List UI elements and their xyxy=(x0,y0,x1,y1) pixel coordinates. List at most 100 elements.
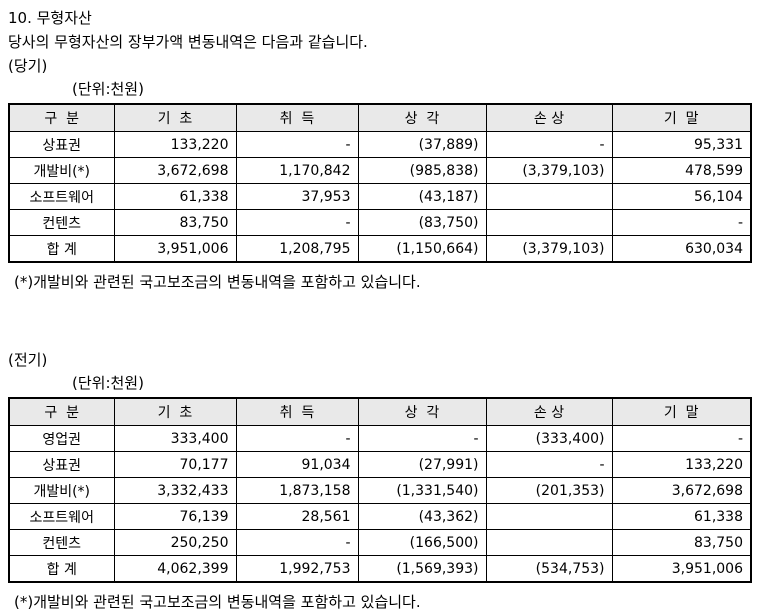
cell-impairment: (534,753) xyxy=(485,555,613,583)
cell-acquisition: 37,953 xyxy=(235,183,359,210)
cell-ending-balance: 83,750 xyxy=(611,529,752,556)
cell-impairment xyxy=(485,529,613,556)
cell-amortization: (166,500) xyxy=(357,529,487,556)
cell-ending-balance: 61,338 xyxy=(611,503,752,530)
column-header: 구 분 xyxy=(8,103,115,132)
cell-ending-balance: 3,951,006 xyxy=(611,555,752,583)
cell-item-name: 컨텐츠 xyxy=(8,529,115,556)
cell-item-name: 컨텐츠 xyxy=(8,209,115,236)
table-row: 컨텐츠 83,750- (83,750) - xyxy=(8,209,752,236)
cell-impairment xyxy=(485,503,613,530)
cell-beginning-balance: 250,250 xyxy=(113,529,237,556)
cell-amortization: (1,331,540) xyxy=(357,477,487,504)
cell-impairment: (3,379,103) xyxy=(485,157,613,184)
column-header: 취 득 xyxy=(235,397,359,426)
intro-text: 당사의 무형자산의 장부가액 변동내역은 다음과 같습니다. xyxy=(8,33,368,51)
table-row: 소프트웨어 61,338 37,953 (43,187) 56,104 xyxy=(8,183,752,210)
footnote-current: (*)개발비와 관련된 국고보조금의 변동내역을 포함하고 있습니다. xyxy=(14,273,421,291)
cell-acquisition: - xyxy=(235,529,359,556)
table-row: 합 계 3,951,006 1,208,795 (1,150,664) (3,379,1… xyxy=(8,235,752,263)
cell-item-name: 소프트웨어 xyxy=(8,183,115,210)
table-row: 개발비(*) 3,672,698 1,170,842 (985,838) (3,379,… xyxy=(8,157,752,184)
cell-beginning-balance: 83,750 xyxy=(113,209,237,236)
cell-amortization: (37,889) xyxy=(357,131,487,158)
cell-beginning-balance: 333,400 xyxy=(113,425,237,452)
unit-label-current: (단위:천원) xyxy=(72,80,144,98)
cell-item-name: 개발비(*) xyxy=(8,157,115,184)
table-row: 개발비(*) 3,332,433 1,873,158 (1,331,540) (201,… xyxy=(8,477,752,504)
table-row: 컨텐츠 250,250- (166,500) 83,750 xyxy=(8,529,752,556)
cell-ending-balance: 95,331 xyxy=(611,131,752,158)
current-period-table-body: 상표권 133,220- (37,889) -95,331 개발비(*) 3,672,69… xyxy=(8,131,752,263)
cell-item-name: 합 계 xyxy=(8,555,115,583)
cell-item-name: 합 계 xyxy=(8,235,115,263)
cell-beginning-balance: 133,220 xyxy=(113,131,237,158)
cell-acquisition: - xyxy=(235,209,359,236)
cell-amortization: - xyxy=(357,425,487,452)
cell-beginning-balance: 3,672,698 xyxy=(113,157,237,184)
cell-beginning-balance: 3,332,433 xyxy=(113,477,237,504)
cell-ending-balance: - xyxy=(611,209,752,236)
cell-ending-balance: 56,104 xyxy=(611,183,752,210)
cell-amortization: (985,838) xyxy=(357,157,487,184)
page-title: 10. 무형자산 xyxy=(8,9,92,27)
cell-beginning-balance: 61,338 xyxy=(113,183,237,210)
footnote-prior: (*)개발비와 관련된 국고보조금의 변동내역을 포함하고 있습니다. xyxy=(14,593,421,611)
cell-impairment: - xyxy=(485,451,613,478)
column-header: 취 득 xyxy=(235,103,359,132)
cell-beginning-balance: 3,951,006 xyxy=(113,235,237,263)
table-row: 상표권 133,220- (37,889) -95,331 xyxy=(8,131,752,158)
cell-ending-balance: 478,599 xyxy=(611,157,752,184)
table-row: 영업권 333,400- - (333,400) - xyxy=(8,425,752,452)
column-header: 손 상 xyxy=(485,103,613,132)
cell-impairment xyxy=(485,209,613,236)
cell-impairment: (201,353) xyxy=(485,477,613,504)
cell-beginning-balance: 70,177 xyxy=(113,451,237,478)
cell-ending-balance: 630,034 xyxy=(611,235,752,263)
cell-ending-balance: 133,220 xyxy=(611,451,752,478)
prior-period-table-body: 영업권 333,400- - (333,400) - 상표권 70,177 91,034 (27… xyxy=(8,425,752,583)
column-header: 기 말 xyxy=(611,397,752,426)
cell-amortization: (1,150,664) xyxy=(357,235,487,263)
cell-acquisition: 91,034 xyxy=(235,451,359,478)
cell-acquisition: - xyxy=(235,131,359,158)
period-label-current: (당기) xyxy=(8,57,48,75)
cell-item-name: 영업권 xyxy=(8,425,115,452)
period-label-prior: (전기) xyxy=(8,351,48,369)
column-header: 상 각 xyxy=(357,397,487,426)
cell-impairment: - xyxy=(485,131,613,158)
column-header: 기 말 xyxy=(611,103,752,132)
cell-beginning-balance: 4,062,399 xyxy=(113,555,237,583)
cell-amortization: (1,569,393) xyxy=(357,555,487,583)
cell-impairment: (333,400) xyxy=(485,425,613,452)
cell-amortization: (27,991) xyxy=(357,451,487,478)
column-header: 손 상 xyxy=(485,397,613,426)
cell-impairment: (3,379,103) xyxy=(485,235,613,263)
column-header: 기 초 xyxy=(113,397,237,426)
column-header: 구 분 xyxy=(8,397,115,426)
cell-acquisition: 28,561 xyxy=(235,503,359,530)
cell-acquisition: 1,992,753 xyxy=(235,555,359,583)
cell-item-name: 상표권 xyxy=(8,451,115,478)
column-header: 기 초 xyxy=(113,103,237,132)
cell-acquisition: 1,873,158 xyxy=(235,477,359,504)
cell-acquisition: - xyxy=(235,425,359,452)
cell-item-name: 개발비(*) xyxy=(8,477,115,504)
cell-amortization: (83,750) xyxy=(357,209,487,236)
table-row: 소프트웨어 76,139 28,561 (43,362) 61,338 xyxy=(8,503,752,530)
cell-ending-balance: - xyxy=(611,425,752,452)
cell-amortization: (43,362) xyxy=(357,503,487,530)
table-row: 합 계 4,062,399 1,992,753 (1,569,393) (534,753… xyxy=(8,555,752,583)
cell-item-name: 소프트웨어 xyxy=(8,503,115,530)
cell-item-name: 상표권 xyxy=(8,131,115,158)
column-header: 상 각 xyxy=(357,103,487,132)
cell-acquisition: 1,208,795 xyxy=(235,235,359,263)
cell-impairment xyxy=(485,183,613,210)
table-row: 상표권 70,177 91,034 (27,991) -133,220 xyxy=(8,451,752,478)
cell-ending-balance: 3,672,698 xyxy=(611,477,752,504)
